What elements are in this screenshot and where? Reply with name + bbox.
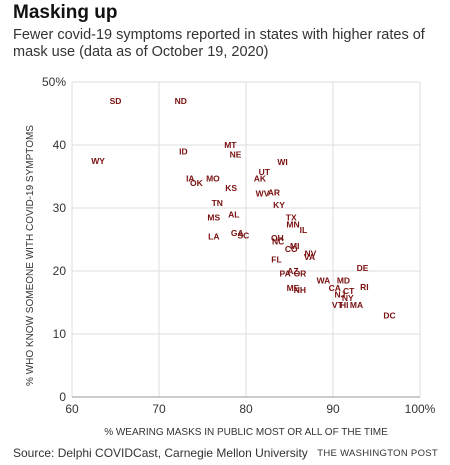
state-point-ar: AR xyxy=(268,187,280,197)
source-note: Source: Delphi COVIDCast, Carnegie Mello… xyxy=(13,446,308,460)
y-tick-label: 10 xyxy=(53,327,67,341)
state-point-wv: WV xyxy=(256,189,270,199)
x-tick-label: 70 xyxy=(152,402,166,416)
y-tick-label: 50% xyxy=(42,75,66,89)
state-point-mi: MI xyxy=(290,241,299,251)
state-point-al: AL xyxy=(228,209,239,219)
state-point-md: MD xyxy=(337,275,350,285)
y-axis-label: % WHO KNOW SOMEONE WITH COVID-19 SYMPTOM… xyxy=(25,125,36,386)
state-point-or: OR xyxy=(294,269,307,279)
state-point-ky: KY xyxy=(273,200,285,210)
x-tick-label: 90 xyxy=(326,402,340,416)
state-point-mt: MT xyxy=(224,140,237,150)
state-point-vt: VT xyxy=(332,300,344,310)
x-tick-label: 60 xyxy=(65,402,79,416)
state-point-ca: CA xyxy=(329,283,341,293)
x-axis-label: % WEARING MASKS IN PUBLIC MOST OR ALL OF… xyxy=(104,427,388,438)
state-point-oh: OH xyxy=(271,233,284,243)
state-point-ut: UT xyxy=(259,167,271,177)
chart-title: Masking up xyxy=(13,2,118,23)
state-point-wi: WI xyxy=(277,157,287,167)
state-point-nh: NH xyxy=(294,285,306,295)
state-point-va: VA xyxy=(304,252,315,262)
state-point-me: ME xyxy=(287,283,300,293)
state-point-il: IL xyxy=(300,225,308,235)
state-point-pa: PA xyxy=(280,269,291,279)
state-point-tx: TX xyxy=(286,212,297,222)
state-point-ny: NY xyxy=(342,293,354,303)
state-point-co: CO xyxy=(285,244,298,254)
y-tick-label: 0 xyxy=(59,390,66,404)
state-point-dc: DC xyxy=(383,311,395,321)
state-point-ma: MA xyxy=(350,300,363,310)
state-point-mn: MN xyxy=(286,219,299,229)
state-point-id: ID xyxy=(179,146,188,156)
state-point-ga: GA xyxy=(231,228,244,238)
state-point-ks: KS xyxy=(225,183,237,193)
state-point-ak: AK xyxy=(254,173,267,183)
chart-subtitle: Fewer covid-19 symptoms reported in stat… xyxy=(13,27,425,60)
state-point-nc: NC xyxy=(272,236,284,246)
publisher-credit: THE WASHINGTON POST xyxy=(317,448,438,459)
x-tick-label: 80 xyxy=(239,402,253,416)
state-point-wy: WY xyxy=(91,156,105,166)
state-point-ct: CT xyxy=(343,286,355,296)
state-point-de: DE xyxy=(357,263,369,273)
x-tick-label: 100% xyxy=(405,402,436,416)
state-point-la: LA xyxy=(208,231,219,241)
state-point-sd: SD xyxy=(110,96,122,106)
state-point-hi: HI xyxy=(340,300,349,310)
state-point-ok: OK xyxy=(190,178,204,188)
state-point-wa: WA xyxy=(317,275,331,285)
tick-labels: 60 70 80 90 100% 0 10 20 30 40 50% xyxy=(42,75,436,416)
state-point-tn: TN xyxy=(212,198,223,208)
y-tick-label: 30 xyxy=(53,201,67,215)
state-point-az: AZ xyxy=(287,266,298,276)
state-point-sc: SC xyxy=(237,231,249,241)
state-point-ne: NE xyxy=(230,149,242,159)
state-point-mo: MO xyxy=(206,173,220,183)
state-point-nv: NV xyxy=(304,248,316,258)
state-point-nj: NJ xyxy=(335,289,346,299)
y-tick-label: 20 xyxy=(53,264,67,278)
state-point-ia: IA xyxy=(186,173,195,183)
state-point-ms: MS xyxy=(207,212,220,222)
state-point-nd: ND xyxy=(175,96,187,106)
state-point-ri: RI xyxy=(360,282,369,292)
state-point-fl: FL xyxy=(271,255,281,265)
y-tick-label: 40 xyxy=(53,138,67,152)
